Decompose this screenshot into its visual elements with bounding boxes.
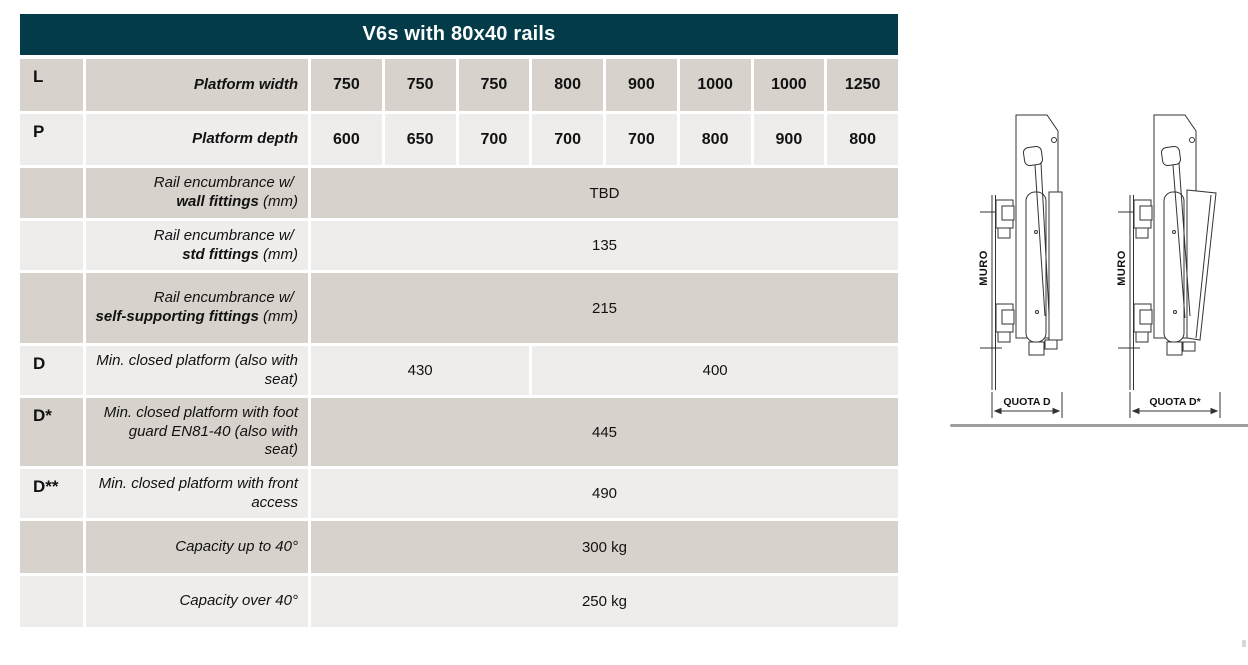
row-label-cell: Platform width: [86, 59, 308, 111]
row-label-cell: Rail encumbrance w/ self-supporting fitt…: [86, 273, 308, 343]
table-row: L Platform width 750 750 750 800 900 1000 1000 12…: [20, 59, 898, 111]
value-cell: 900: [606, 59, 677, 111]
value-cell: 600: [311, 114, 382, 165]
table-row: D** Min. closed platform with front acces…: [20, 469, 898, 518]
divider-rule: [950, 424, 1248, 427]
row-label-cell: Capacity up to 40°: [86, 521, 308, 573]
folded-platform: [1023, 146, 1062, 355]
value-cell: 400: [532, 346, 898, 395]
muro-label: MURO: [1116, 250, 1128, 286]
row-label-bold-segment: self-supporting fittings: [95, 308, 259, 325]
value-cell: 750: [458, 59, 530, 111]
row-key-cell: [20, 273, 83, 343]
value-cell: TBD: [311, 168, 898, 218]
row-label-cell: Min. closed platform with foot guard EN8…: [86, 398, 308, 466]
table-row: Rail encumbrance w/ wall fittings (mm) TB…: [20, 168, 898, 218]
dimension-arrow-d: [992, 392, 1062, 418]
table-row: D Min. closed platform (also with seat) 43…: [20, 346, 898, 395]
row-label-segment: (mm): [258, 193, 298, 210]
muro-label: MURO: [978, 250, 990, 286]
row-label-cell: Capacity over 40°: [86, 576, 308, 627]
row-key-cell: [20, 576, 83, 627]
row-label-bold-segment: wall fittings: [176, 193, 259, 210]
wall-brackets: [1134, 200, 1152, 342]
row-key-cell: P: [20, 114, 83, 165]
value-cell: 430: [311, 346, 530, 395]
table-title-bar: V6s with 80x40 rails: [20, 14, 898, 55]
folded-platform-tilted: [1161, 146, 1216, 355]
table-title: V6s with 80x40 rails: [362, 23, 556, 45]
row-label-segment: Min. closed platform with front access: [98, 474, 303, 511]
row-key-cell: D*: [20, 398, 83, 466]
row-label-segment: Min. closed platform (also with seat): [96, 351, 303, 388]
row-key-cell: [20, 168, 83, 218]
row-key-cell: L: [20, 59, 83, 111]
technical-drawing-quota-d: MURO: [978, 100, 1085, 430]
value-cell: 900: [753, 114, 825, 165]
row-key-cell: [20, 221, 83, 270]
table-row: Rail encumbrance w/ self-supporting fitt…: [20, 273, 898, 343]
row-key-cell: D: [20, 346, 83, 395]
row-label-segment: Min. closed platform with foot guard EN8…: [103, 403, 303, 459]
row-key-cell: [20, 521, 83, 573]
value-cell: 700: [606, 114, 677, 165]
value-cell: 650: [384, 114, 456, 165]
value-cell: 445: [311, 398, 898, 466]
row-label-bold-segment: std fittings: [182, 245, 259, 263]
row-label-cell: Min. closed platform (also with seat): [86, 346, 308, 395]
row-label-bold-segment: Platform depth: [192, 130, 298, 148]
value-cell: 750: [311, 59, 382, 111]
value-cell: 300 kg: [311, 521, 898, 573]
technical-drawing-quota-d-star: MURO: [1116, 100, 1223, 430]
value-cell: 135: [311, 221, 898, 270]
value-cell: 1250: [827, 59, 898, 111]
cropped-edge-mark: [1242, 640, 1246, 647]
value-cell: 1000: [753, 59, 825, 111]
table-row: Capacity over 40° 250 kg: [20, 576, 898, 627]
wall-brackets: [996, 200, 1014, 342]
row-label-bold-segment: Platform width: [193, 75, 298, 93]
value-cell: 490: [311, 469, 898, 518]
row-key-cell: D**: [20, 469, 83, 518]
table-row: Capacity up to 40° 300 kg: [20, 521, 898, 573]
table-row: P Platform depth 600 650 700 700 700 800 900 800: [20, 114, 898, 165]
value-cell: 750: [384, 59, 456, 111]
value-cell: 700: [532, 114, 603, 165]
row-label-segment: Rail encumbrance w/: [153, 226, 298, 244]
row-label-segment: Capacity up to 40°: [175, 537, 298, 555]
row-label-segment: (mm): [258, 308, 298, 325]
row-label-segment: (mm): [258, 245, 298, 263]
table-row: D* Min. closed platform with foot guard E…: [20, 398, 898, 466]
row-label-cell: Rail encumbrance w/ wall fittings (mm): [86, 168, 308, 218]
row-label-cell: Platform depth: [86, 114, 308, 165]
value-cell: 800: [679, 114, 751, 165]
value-cell: 800: [532, 59, 603, 111]
row-label-segment: Capacity over 40°: [179, 592, 298, 610]
value-cell: 1000: [679, 59, 751, 111]
quota-d-star-label: QUOTA D*: [1149, 396, 1201, 408]
value-cell: 250 kg: [311, 576, 898, 627]
table-row: Rail encumbrance w/ std fittings (mm) 135: [20, 221, 898, 270]
spec-table: L Platform width 750 750 750 800 900 1000 1000 12…: [20, 59, 898, 627]
row-label-segment: Rail encumbrance w/: [153, 289, 298, 307]
value-cell: 215: [311, 273, 898, 343]
dimension-arrow-d-star: [1130, 392, 1220, 418]
quota-d-label: QUOTA D: [1003, 396, 1051, 408]
value-cell: 800: [827, 114, 898, 165]
row-label-cell: Min. closed platform with front access: [86, 469, 308, 518]
row-label-cell: Rail encumbrance w/ std fittings (mm): [86, 221, 308, 270]
row-label-segment: Rail encumbrance w/: [153, 174, 298, 192]
value-cell: 700: [458, 114, 530, 165]
